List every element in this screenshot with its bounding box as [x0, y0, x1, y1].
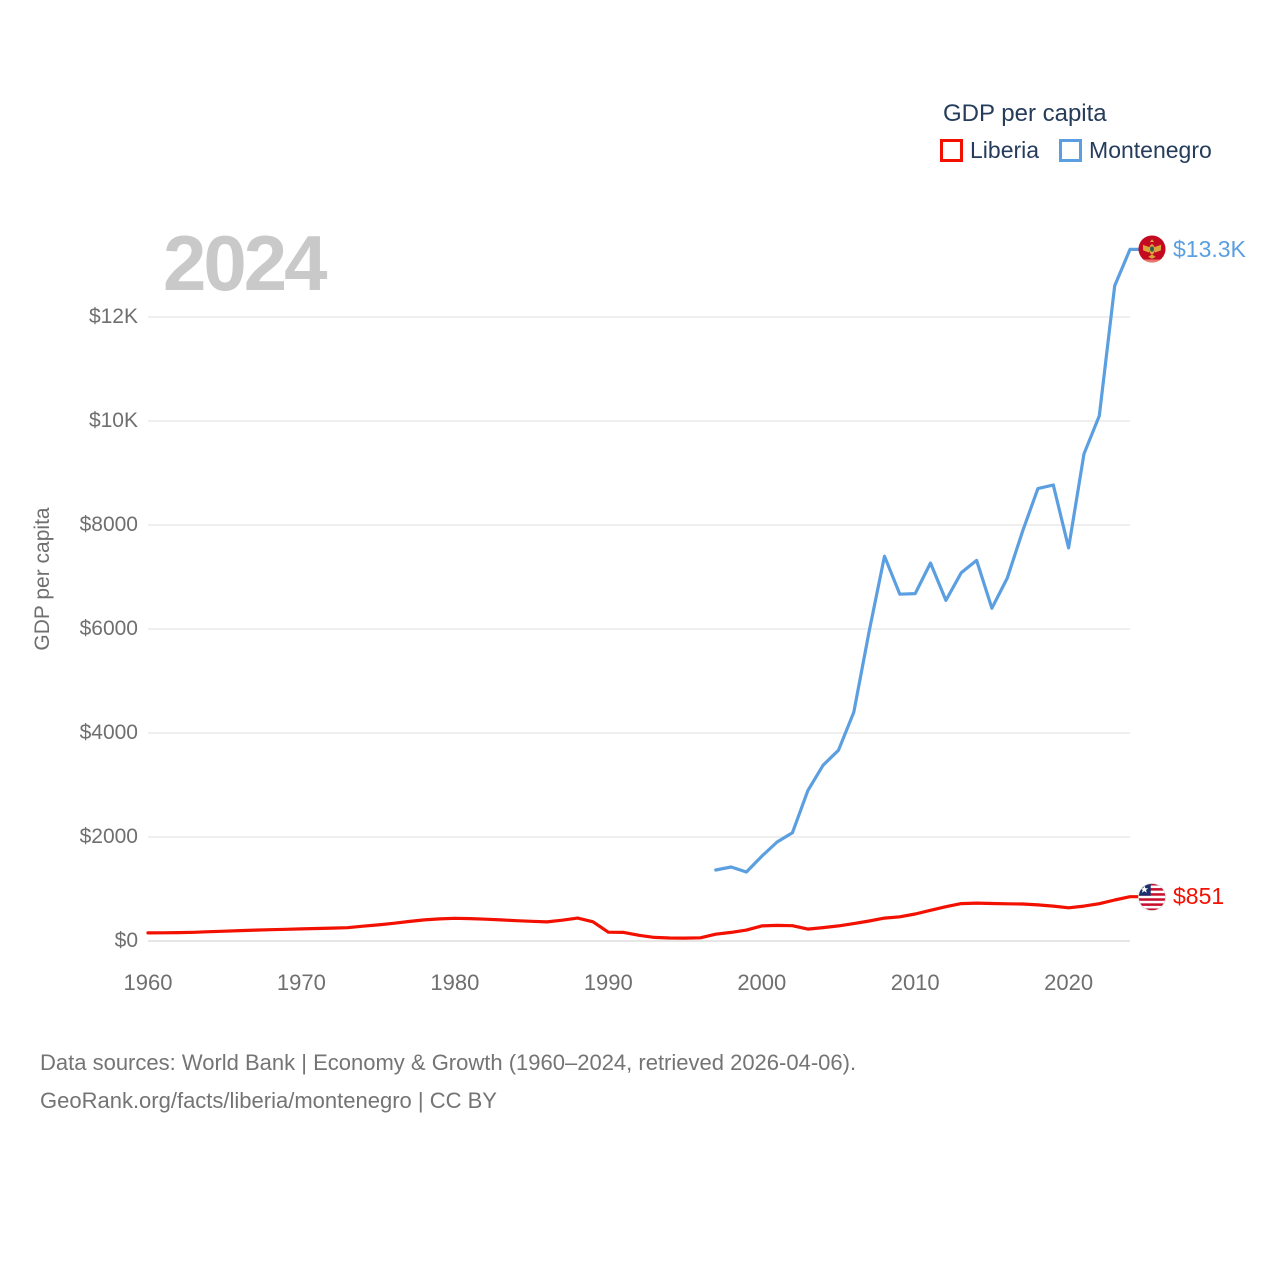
montenegro-line	[714, 247, 1143, 874]
watermark-year: 2024	[163, 219, 328, 307]
x-tick-label: 1980	[430, 970, 480, 995]
montenegro-end-label: $13.3K	[1138, 235, 1246, 263]
liberia-end-value: $851	[1173, 883, 1225, 910]
legend-item-montenegro[interactable]: Montenegro	[1059, 137, 1212, 164]
source-footer: Data sources: World Bank | Economy & Gro…	[40, 1044, 856, 1120]
liberia-swatch	[940, 139, 963, 162]
legend-title: GDP per capita	[943, 100, 1107, 127]
y-tick-label: $8000	[79, 513, 138, 536]
x-tick-label: 1990	[583, 970, 633, 995]
legend: GDP per capita Liberia Montenegro	[940, 100, 1212, 164]
legend-row: Liberia Montenegro	[940, 137, 1212, 164]
y-tick-label: $12K	[88, 305, 138, 328]
footer-line2: GeoRank.org/facts/liberia/montenegro | C…	[40, 1088, 497, 1113]
footer-line1: Data sources: World Bank | Economy & Gro…	[40, 1050, 857, 1075]
liberia-line	[146, 895, 1143, 940]
x-tick-label: 1960	[123, 970, 173, 995]
y-tick-label: $0	[114, 929, 138, 952]
legend-label-liberia: Liberia	[970, 137, 1040, 163]
y-tick-label: $6000	[79, 617, 138, 640]
montenegro-flag-icon	[1138, 235, 1166, 263]
montenegro-swatch	[1059, 139, 1083, 162]
plot-area	[146, 247, 1143, 942]
liberia-end-label: $851	[1138, 882, 1225, 911]
liberia-flag-icon	[1138, 882, 1166, 911]
y-tick-label: $10K	[88, 409, 138, 432]
x-tick-label: 2000	[737, 970, 787, 995]
montenegro-end-value: $13.3K	[1173, 235, 1246, 262]
legend-item-liberia[interactable]: Liberia	[940, 137, 1039, 164]
x-tick-label: 2020	[1044, 970, 1094, 995]
y-tick-label: $4000	[79, 721, 138, 744]
legend-label-montenegro: Montenegro	[1089, 137, 1212, 163]
x-tick-label: 1970	[276, 970, 326, 995]
y-tick-label: $2000	[79, 825, 138, 848]
x-tick-label: 2010	[890, 970, 940, 995]
